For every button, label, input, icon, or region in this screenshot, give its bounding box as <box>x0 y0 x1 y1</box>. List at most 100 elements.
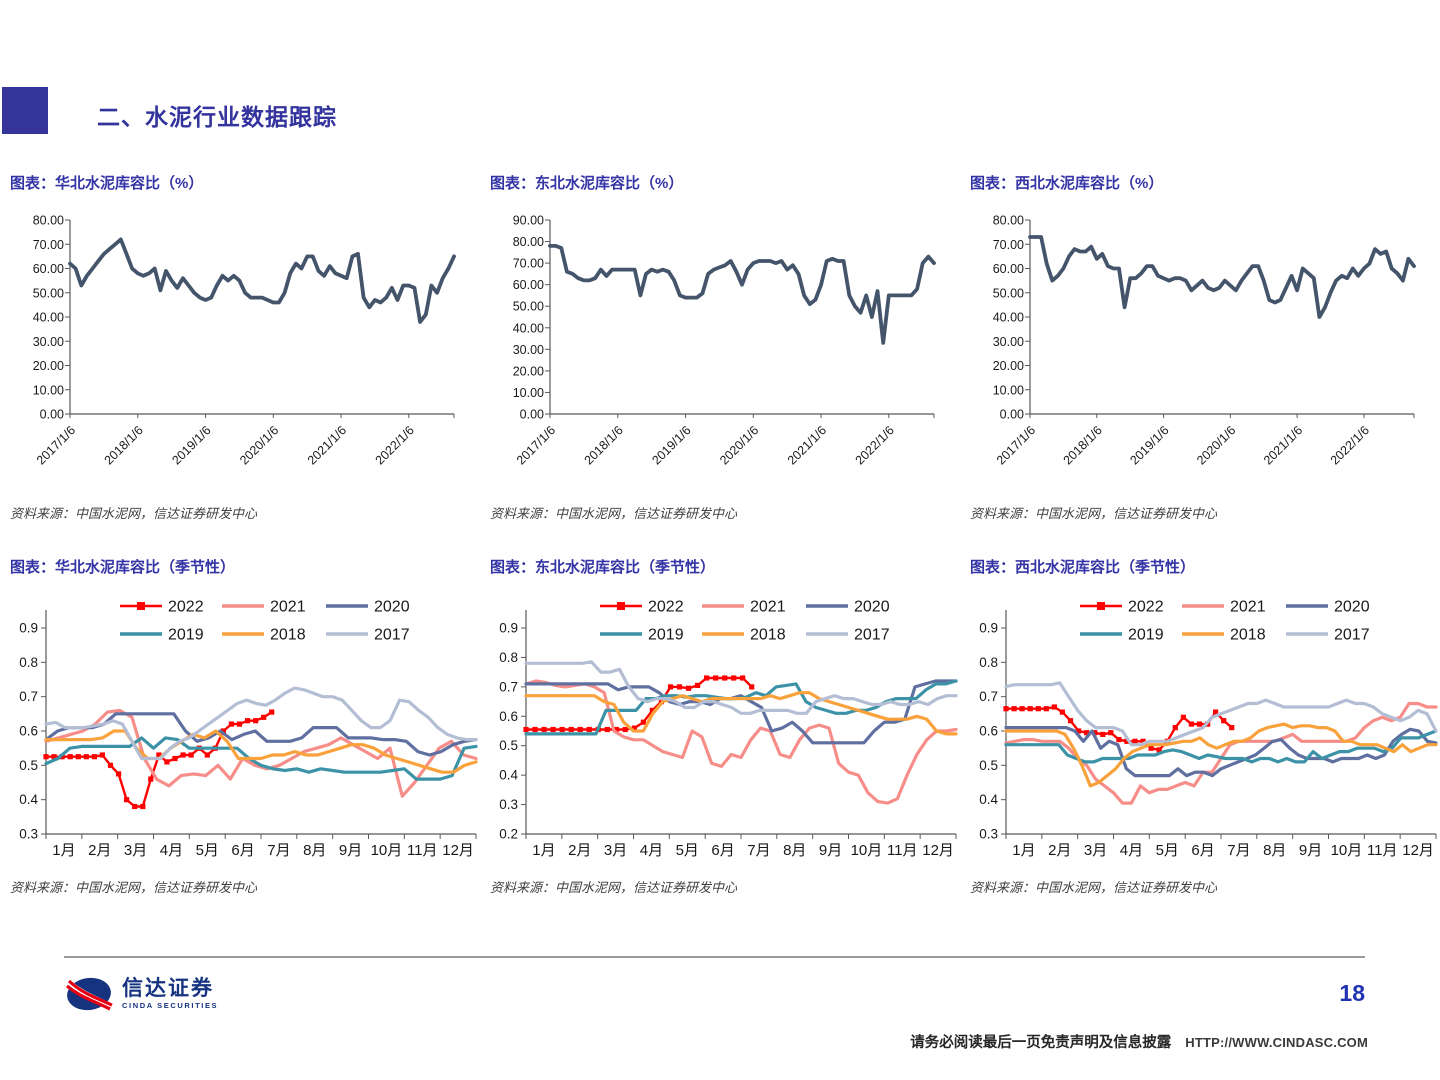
x-tick-label: 2017/1/6 <box>514 423 558 467</box>
series-line <box>524 679 958 805</box>
source-note: 资料来源：中国水泥网，信达证券研发中心 <box>490 506 738 521</box>
x-tick-label: 2017/1/6 <box>34 423 78 467</box>
y-tick-label: 30.00 <box>33 335 64 349</box>
logo-cn: 信达证券 <box>122 977 214 1001</box>
y-tick-label: 20.00 <box>993 359 1024 373</box>
y-tick-label: 0.7 <box>979 689 998 704</box>
x-tick-label: 4月 <box>1120 842 1143 859</box>
series-line <box>44 712 478 757</box>
legend-item-2018: 2018 <box>702 627 786 644</box>
legend-marker <box>1097 602 1105 610</box>
y-tick-label: 20.00 <box>33 359 64 373</box>
x-tick-label: 2021/1/6 <box>1261 423 1305 467</box>
legend-label: 2019 <box>648 627 684 644</box>
series-2021 <box>524 679 958 805</box>
x-tick-label: 3月 <box>604 842 627 859</box>
series-point-marker <box>649 707 655 713</box>
series-line <box>524 679 958 745</box>
x-tick-label: 2022/1/6 <box>373 423 417 467</box>
series-point-marker <box>1172 725 1178 731</box>
source-note: 资料来源：中国水泥网，信达证券研发中心 <box>10 506 258 521</box>
y-tick-label: 70.00 <box>33 238 64 252</box>
series-2017 <box>44 686 478 761</box>
x-tick-label: 2021/1/6 <box>785 423 829 467</box>
series-point-marker <box>1108 730 1114 736</box>
series-point-marker <box>577 726 583 733</box>
series-2018 <box>524 691 958 736</box>
footer-divider <box>64 956 1365 958</box>
x-tick-label: 9月 <box>1299 842 1322 859</box>
series-point-marker <box>713 675 719 681</box>
y-tick-label: 0.7 <box>19 689 38 704</box>
series-point-marker <box>228 721 234 727</box>
series-point-marker <box>180 752 186 758</box>
series-point-marker <box>676 684 683 690</box>
y-tick-label: 20.00 <box>513 364 544 378</box>
series-point-marker <box>107 762 114 768</box>
series-2017 <box>524 660 958 715</box>
y-tick-label: 0.00 <box>520 408 544 422</box>
legend-label: 2018 <box>1230 627 1266 644</box>
legend-label: 2022 <box>1128 599 1164 616</box>
series-point-marker <box>1092 730 1098 736</box>
legend-item-2022: 2022 <box>120 599 204 616</box>
legend-label: 2021 <box>750 599 786 616</box>
y-tick-label: 40.00 <box>513 321 544 335</box>
x-tick-label: 2018/1/6 <box>1061 423 1105 467</box>
series-point-marker <box>188 752 194 758</box>
series-2021 <box>44 708 478 798</box>
x-tick-label: 8月 <box>1263 842 1286 859</box>
logo-en: CINDA SECURITIES <box>122 1000 219 1010</box>
chart-title: 图表：东北水泥库容比（季节性） <box>490 559 716 576</box>
y-tick-label: 50.00 <box>33 286 64 300</box>
series-point-marker <box>172 755 178 762</box>
series-point-marker <box>1148 745 1154 751</box>
y-tick-label: 80.00 <box>993 214 1024 228</box>
x-tick-label: 2018/1/6 <box>582 423 626 467</box>
x-tick-label: 2018/1/6 <box>102 423 146 467</box>
x-tick-label: 12月 <box>922 842 954 859</box>
series-point-marker <box>1027 706 1033 712</box>
series-2020 <box>1004 726 1438 778</box>
x-tick-label: 11月 <box>887 842 918 859</box>
y-tick-label: 0.6 <box>979 724 998 739</box>
series-point-marker <box>1011 706 1017 712</box>
source-note: 资料来源：中国水泥网，信达证券研发中心 <box>490 880 738 895</box>
series-point-marker <box>631 725 637 731</box>
y-tick-label: 0.8 <box>499 650 518 665</box>
x-tick-label: 10月 <box>1331 842 1363 859</box>
x-tick-label: 2022/1/6 <box>1328 423 1372 467</box>
x-tick-label: 6月 <box>1191 842 1214 859</box>
y-tick-label: 0.5 <box>499 738 518 753</box>
series-point-marker <box>116 771 122 777</box>
series-line <box>44 729 478 774</box>
series-2020 <box>524 679 958 745</box>
series-line <box>1004 681 1438 747</box>
series-point-marker <box>83 754 89 760</box>
x-tick-label: 2022/1/6 <box>853 423 897 467</box>
series-point-marker <box>1067 718 1074 724</box>
x-tick-label: 2020/1/6 <box>1194 423 1238 467</box>
series-line <box>44 708 478 798</box>
y-tick-label: 0.4 <box>19 792 38 807</box>
legend-label: 2020 <box>854 599 890 616</box>
huabei-seasonal-plot: 2022 2021 2020 2019 2018 2017 0.9 0.8 0.7 0.6 0.5 0… <box>19 599 478 859</box>
y-tick-label: 40.00 <box>993 311 1024 325</box>
source-note: 资料来源：中国水泥网，信达证券研发中心 <box>970 506 1218 521</box>
y-tick-label: 0.00 <box>40 408 64 422</box>
x-tick-label: 2020/1/6 <box>237 423 281 467</box>
y-tick-label: 90.00 <box>513 214 544 228</box>
series-point-marker <box>204 752 210 758</box>
series-point-marker <box>1035 706 1041 712</box>
series-point-marker <box>220 728 226 734</box>
legend-item-2021: 2021 <box>1182 599 1266 616</box>
series-point-marker <box>269 709 275 715</box>
y-tick-label: 0.4 <box>979 792 998 807</box>
chart-title: 图表：西北水泥库容比（%） <box>970 175 1164 192</box>
series-point-marker <box>550 726 556 733</box>
plot-area: 2022 2021 2020 2019 2018 2017 0.9 0.8 0.7 0.6 0.5 0… <box>19 599 478 859</box>
y-tick-label: 0.9 <box>19 621 38 636</box>
series-line <box>44 686 478 761</box>
legend-item-2020: 2020 <box>326 599 410 616</box>
